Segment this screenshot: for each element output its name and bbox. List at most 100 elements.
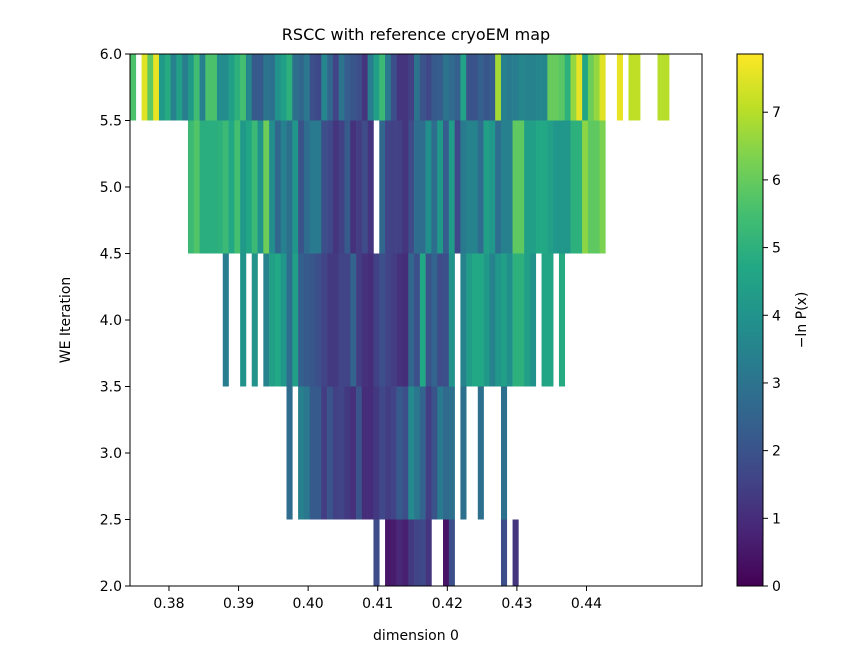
heatmap-cell <box>274 54 282 121</box>
heatmap-cell <box>315 54 322 121</box>
heatmap-cell <box>263 253 270 387</box>
heatmap-cell <box>338 54 345 121</box>
heatmap-cell <box>356 54 363 121</box>
heatmap-cell <box>576 54 583 121</box>
heatmap-cell <box>616 54 624 121</box>
heatmap-cell <box>518 253 525 387</box>
heatmap-cell <box>350 120 357 254</box>
x-axis: 0.38 0.39 0.40 0.41 0.42 0.43 0.44 <box>153 586 602 612</box>
heatmap-cell <box>298 253 305 387</box>
y-tick-label: 5.0 <box>100 180 122 196</box>
heatmap-cell <box>663 54 670 121</box>
heatmap-cell <box>582 54 589 121</box>
heatmap-cell <box>402 253 409 387</box>
heatmap-cell <box>309 386 316 520</box>
heatmap-cell <box>350 54 357 121</box>
heatmap-cell <box>257 120 264 254</box>
heatmap-cell <box>245 120 253 254</box>
heatmap-cell <box>338 120 345 254</box>
heatmap-cell <box>558 253 566 387</box>
heatmap-cell <box>518 120 525 254</box>
heatmap-cell <box>373 54 380 121</box>
heatmap-cell <box>216 54 224 121</box>
heatmap-cell <box>367 54 374 121</box>
heatmap-cell <box>500 54 508 121</box>
heatmap-cell <box>443 519 450 586</box>
heatmap-cell <box>593 120 600 254</box>
heatmap-cell <box>222 120 229 254</box>
heatmap-cell <box>257 54 264 121</box>
heatmap-cell <box>361 54 368 121</box>
heatmap-cell <box>448 386 455 520</box>
heatmap-cell <box>547 120 554 254</box>
heatmap-cell <box>500 519 508 586</box>
heatmap-cell <box>460 54 467 121</box>
heatmap-cell <box>524 54 531 121</box>
colorbar-tick-label: 7 <box>772 105 781 121</box>
heatmap-cell <box>298 54 305 121</box>
heatmap-cell <box>211 54 218 121</box>
heatmap-cell <box>315 253 322 387</box>
heatmap-cell <box>361 120 368 254</box>
heatmap-cell <box>431 54 438 121</box>
heatmap-cell <box>471 54 479 121</box>
heatmap-cell <box>535 54 542 121</box>
heatmap-cell <box>512 54 519 121</box>
heatmap-cell <box>402 519 409 586</box>
heatmap-cell <box>518 54 525 121</box>
heatmap-cell <box>448 120 455 254</box>
heatmap-cell <box>240 54 247 121</box>
heatmap-cell <box>251 253 258 387</box>
heatmap-cell <box>460 386 467 520</box>
heatmap-cell <box>187 120 195 254</box>
heatmap-cell <box>466 253 473 387</box>
heatmap-cell <box>193 120 200 254</box>
heatmap-cell <box>263 120 270 254</box>
heatmap-cell <box>483 54 490 121</box>
heatmap-cell <box>321 120 328 254</box>
heatmap-cell <box>541 120 548 254</box>
heatmap-cell <box>385 519 392 586</box>
heatmap-cell <box>535 120 542 254</box>
heatmap-cell <box>303 120 310 254</box>
heatmap-cell <box>471 120 479 254</box>
heatmap-cell <box>587 54 595 121</box>
heatmap-cell <box>582 120 589 254</box>
heatmap-cell <box>361 253 368 387</box>
heatmap-cell <box>193 54 200 121</box>
heatmap-cell <box>390 386 397 520</box>
heatmap-cell <box>199 54 206 121</box>
heatmap-cell <box>292 253 299 387</box>
heatmap-cell <box>176 54 183 121</box>
heatmap-cell <box>570 54 577 121</box>
heatmap-cell <box>373 519 380 586</box>
heatmap-cell <box>158 54 166 121</box>
heatmap-cell <box>390 54 397 121</box>
heatmap-cell <box>332 386 339 520</box>
heatmap-cell <box>315 120 322 254</box>
colorbar-axis: 0 1 2 3 4 5 6 7 <box>763 105 781 595</box>
heatmap-cell <box>419 54 426 121</box>
heatmap-cell <box>529 253 537 387</box>
heatmap-cell <box>274 253 282 387</box>
heatmap-cell <box>390 120 397 254</box>
heatmap-cell <box>634 54 641 121</box>
heatmap-cell <box>332 54 339 121</box>
heatmap-cell <box>512 253 519 387</box>
x-tick-label: 0.43 <box>501 596 532 612</box>
heatmap-cell <box>321 386 328 520</box>
x-tick-label: 0.40 <box>293 596 324 612</box>
heatmap-cell <box>495 253 502 387</box>
heatmap-cell <box>402 120 409 254</box>
x-tick-label: 0.39 <box>223 596 254 612</box>
heatmap-cell <box>379 386 386 520</box>
heatmap-cell <box>477 120 484 254</box>
heatmap-cell <box>385 54 392 121</box>
heatmap-cell <box>327 120 334 254</box>
heatmap-cell <box>500 253 508 387</box>
heatmap-cell <box>228 54 235 121</box>
heatmap-cell <box>373 253 380 387</box>
heatmap-cell <box>286 386 293 520</box>
heatmap-cell <box>286 54 293 121</box>
colorbar-tick-label: 5 <box>772 241 781 257</box>
